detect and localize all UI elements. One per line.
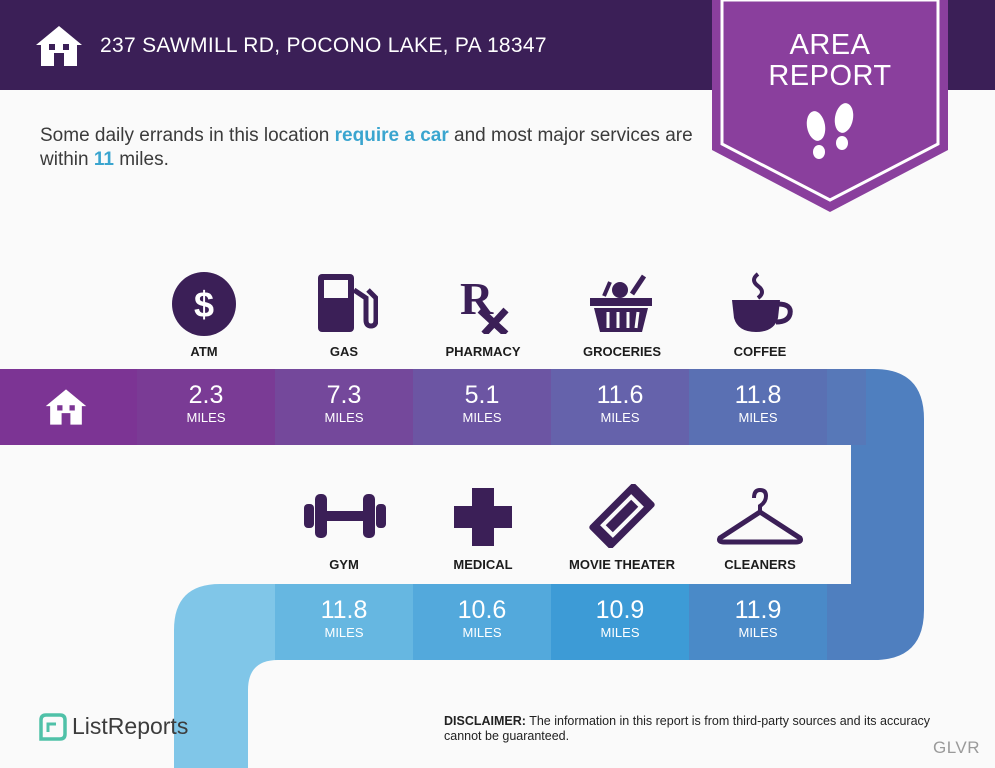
distance-cell-movie-theater: 10.9 MILES [551,584,689,660]
distance-cell-medical: 10.6 MILES [413,584,551,660]
rx-icon: R [460,273,509,334]
grocery-basket-icon [590,274,652,332]
distance-value: 7.3 [326,381,362,409]
hanger-icon [717,487,803,545]
distance-cell-cleaners: 11.9 MILES [689,584,827,660]
dollar-icon: $ [172,272,236,336]
area-report-badge [712,0,948,212]
footprints-icon [806,103,854,159]
coffee-cup-icon [732,272,793,332]
distance-cell-gas: 7.3 MILES [275,369,413,445]
intro-highlight-car: require a car [334,125,449,146]
svg-text:$: $ [194,284,214,325]
distance-unit: MILES [324,410,364,425]
disclaimer-label: DISCLAIMER: [444,714,526,728]
disclaimer-text: The information in this report is from t… [444,714,931,743]
distance-unit: MILES [600,625,640,640]
distance-unit: MILES [738,410,778,425]
badge-line-1: AREA [789,29,871,61]
distance-unit: MILES [324,625,364,640]
distance-cell-gym: 11.8 MILES [275,584,413,660]
intro-part-3: miles. [113,149,169,170]
label-pharmacy: PHARMACY [445,344,521,359]
intro-highlight-miles: 11 [93,149,114,170]
distance-value: 5.1 [464,381,500,409]
label-groceries: GROCERIES [582,344,661,359]
watermark: GLVR [933,738,981,757]
distance-value: 11.8 [734,381,782,409]
label-medical: MEDICAL [453,557,513,572]
brand-name: ListReports [72,713,189,739]
distance-value: 10.9 [595,596,645,624]
distance-unit: MILES [186,410,226,425]
intro-part-1: Some daily errands in this location [40,125,335,146]
distance-unit: MILES [600,410,640,425]
distance-cell-pharmacy: 5.1 MILES [413,369,551,445]
dumbbell-icon [304,494,386,538]
distance-cell-atm: 2.3 MILES [137,369,275,445]
distance-value: 11.9 [734,596,782,624]
listreports-logo-icon [39,713,67,741]
distance-value: 11.6 [596,381,644,409]
badge-line-2: REPORT [768,60,892,92]
home-icon [45,389,87,425]
badge-title: AREA REPORT [712,30,948,92]
label-coffee: COFFEE [733,344,787,359]
distance-value: 2.3 [188,381,224,409]
distance-value: 11.8 [320,596,368,624]
distance-value: 10.6 [457,596,507,624]
distance-unit: MILES [462,625,502,640]
medical-cross-icon [454,488,512,546]
address-title: 237 SAWMILL RD, POCONO LAKE, PA 18347 [100,34,547,57]
disclaimer: DISCLAIMER: The information in this repo… [444,714,964,744]
distance-unit: MILES [462,410,502,425]
label-gym: GYM [329,557,359,572]
distance-cell-groceries: 11.6 MILES [551,369,689,445]
distance-cell-coffee: 11.8 MILES [689,369,827,445]
intro-text: Some daily errands in this location requ… [40,124,700,172]
label-movie-theater: MOVIE THEATER [569,557,675,572]
label-cleaners: CLEANERS [724,557,796,572]
distance-unit: MILES [738,625,778,640]
label-atm: ATM [190,344,218,359]
house-icon [36,26,82,66]
label-gas: GAS [329,344,359,359]
gas-pump-icon [318,274,378,332]
intro-part-2: and most major services are within [40,125,693,170]
ticket-icon [589,484,655,548]
